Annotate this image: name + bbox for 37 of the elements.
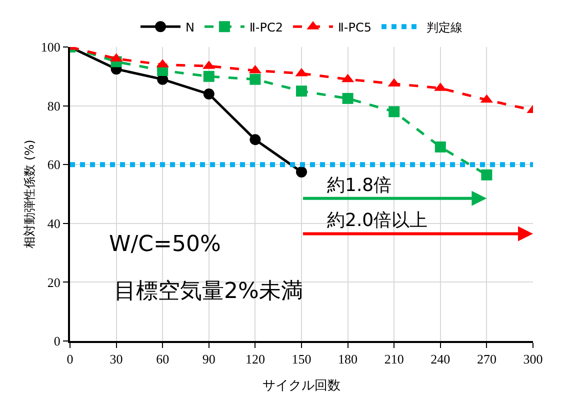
x-tick-label: 180	[338, 352, 358, 367]
point	[296, 166, 307, 178]
annotation: 約1.8倍	[327, 175, 392, 196]
annotation: 目標空気量2%未満	[114, 279, 303, 304]
point	[388, 106, 400, 118]
x-axis-title: サイクル回数	[262, 378, 340, 394]
y-axis-title: 相対動弾性係数 (%)	[22, 140, 37, 248]
x-tick-label: 150	[292, 352, 312, 367]
annotation: 約2.0倍以上	[327, 210, 428, 231]
y-tick-label: 20	[47, 274, 60, 290]
legend-label: Ⅱ-PC2	[249, 20, 283, 34]
x-tick-label: 90	[202, 352, 216, 367]
x-tick-label: 120	[245, 352, 265, 367]
legend-label: N	[186, 20, 194, 34]
legend-label: 判定線	[426, 20, 462, 34]
y-tick-label: 80	[47, 98, 60, 114]
point	[250, 134, 261, 146]
point	[481, 169, 492, 180]
x-tick-label: 30	[110, 352, 123, 367]
point	[203, 88, 214, 100]
point	[203, 70, 214, 82]
x-tick-label: 240	[430, 352, 450, 367]
point	[250, 74, 261, 85]
point	[434, 141, 446, 152]
x-tick-label: 0	[66, 352, 74, 367]
legend-label: Ⅱ-PC5	[338, 20, 372, 34]
point	[342, 92, 354, 104]
y-tick-label: 60	[47, 157, 60, 172]
x-tick-label: 300	[523, 352, 543, 367]
y-tick-label: 100	[40, 40, 60, 55]
annotation: W/C=50%	[109, 232, 221, 257]
y-tick-label: 40	[47, 216, 60, 231]
x-tick-label: 210	[384, 352, 404, 367]
x-tick-label: 60	[156, 352, 170, 367]
x-tick-label: 270	[476, 352, 496, 367]
y-tick-label: 0	[54, 334, 60, 349]
point	[296, 86, 307, 97]
